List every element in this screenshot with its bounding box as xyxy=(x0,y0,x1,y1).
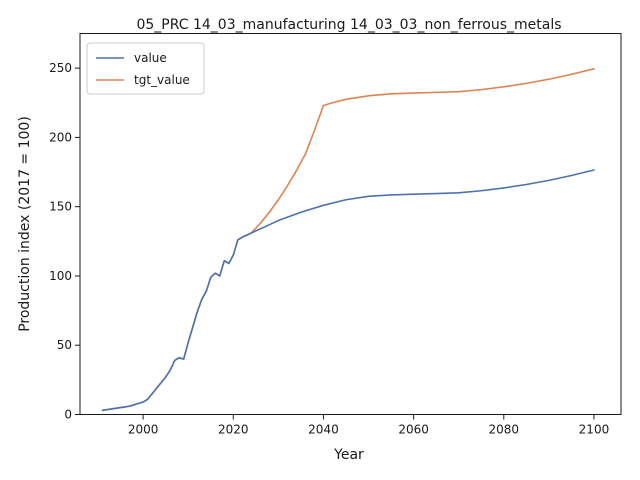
series-line-value xyxy=(101,169,595,412)
y-tick-label: 150 xyxy=(49,200,72,214)
legend-box xyxy=(86,42,205,95)
y-tick-label: 100 xyxy=(49,269,72,283)
plot-frame xyxy=(79,33,622,415)
plot-area xyxy=(101,68,595,412)
legend-label: tgt_value xyxy=(134,73,190,87)
y-axis: 0 50 100 150 200 250 xyxy=(49,61,80,422)
y-axis-title: Production index (2017 = 100) xyxy=(17,116,33,332)
x-axis: 2000 2020 2040 2060 2080 2100 xyxy=(128,414,610,437)
chart-title: 05_PRC 14_03_manufacturing 14_03_03_non_… xyxy=(136,17,561,33)
x-tick-label: 2040 xyxy=(308,423,339,437)
y-tick-label: 50 xyxy=(57,338,72,352)
legend: value tgt_value xyxy=(86,42,205,95)
y-tick-label: 200 xyxy=(49,130,72,144)
x-tick-label: 2060 xyxy=(398,423,429,437)
y-tick-label: 0 xyxy=(64,408,72,422)
x-tick-label: 2080 xyxy=(489,423,520,437)
x-tick-label: 2100 xyxy=(579,423,610,437)
x-axis-title: Year xyxy=(333,447,364,463)
x-tick-label: 2020 xyxy=(218,423,249,437)
x-tick-label: 2000 xyxy=(128,423,159,437)
legend-label: value xyxy=(134,51,167,65)
y-tick-label: 250 xyxy=(49,61,72,75)
